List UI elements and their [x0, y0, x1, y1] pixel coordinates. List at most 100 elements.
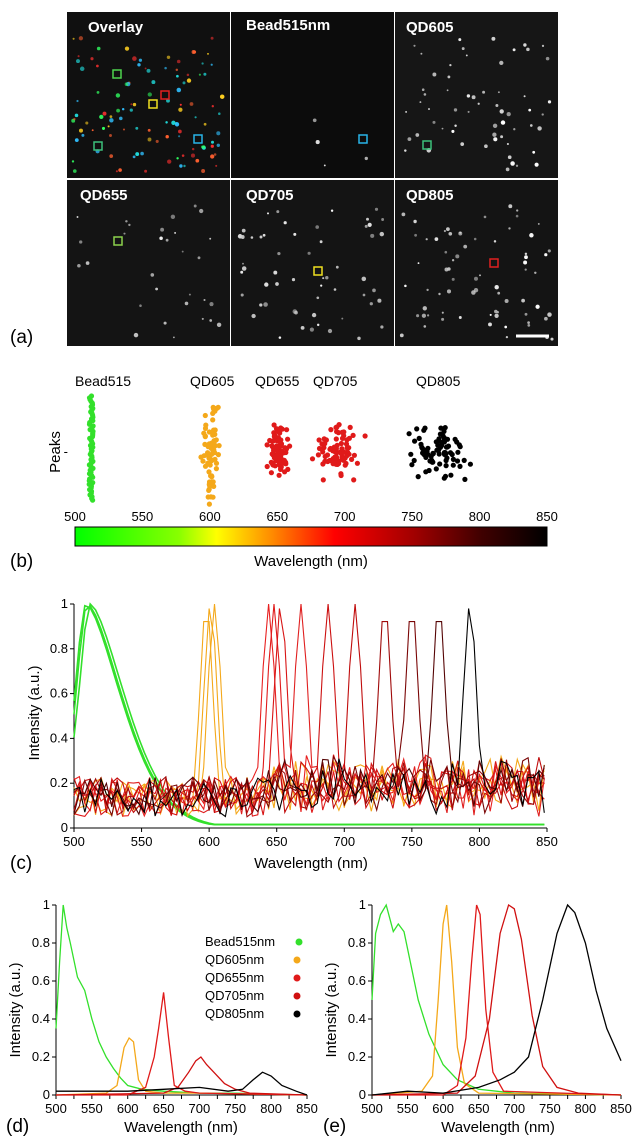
fluorescent-spot: [380, 325, 384, 329]
fluorescent-spot: [474, 276, 478, 281]
fluorescent-spot: [432, 72, 437, 77]
x-tick-label: 850: [610, 1101, 632, 1116]
peak-dot: [202, 412, 208, 419]
fluorescent-spot: [496, 310, 500, 314]
fluorescent-spot: [527, 324, 531, 327]
y-axis-title-d: Intensity (a.u.): [7, 962, 24, 1057]
x-tick-label: 700: [503, 1101, 525, 1116]
group-label-qd605: QD605: [190, 373, 235, 389]
fluorescent-spot: [453, 108, 458, 112]
fluorescent-spot: [357, 336, 361, 341]
y-tick-label: 0.4: [50, 730, 68, 745]
fluorescent-spot: [307, 251, 311, 255]
fluorescent-spot: [189, 102, 194, 106]
fluorescent-spot: [545, 56, 550, 61]
fluorescent-spot: [428, 108, 430, 110]
legend-label-qd605: QD605nm: [205, 952, 264, 967]
roi-box-overlay-red: [160, 90, 170, 100]
fluorescent-spot: [441, 127, 444, 130]
fluorescent-spot: [316, 296, 320, 300]
fluorescent-spot: [541, 113, 544, 116]
peak-dot: [213, 466, 219, 472]
fluorescent-spot: [259, 235, 263, 239]
fluorescent-spot: [505, 335, 509, 339]
peak-dot: [198, 454, 204, 460]
fluorescent-spot: [524, 312, 528, 316]
x-tick-label: 850: [536, 509, 558, 524]
peak-dot: [321, 445, 327, 451]
fluorescent-spot: [240, 235, 245, 239]
peak-dot: [268, 470, 274, 476]
fluorescent-spot: [210, 63, 213, 66]
peak-dot: [210, 410, 216, 416]
fluorescent-spot: [184, 301, 189, 306]
fluorescent-spot: [240, 270, 244, 274]
x-axis-title-e: Wavelength (nm): [441, 1119, 555, 1136]
fluorescent-spot: [366, 217, 369, 221]
peak-dot: [309, 456, 316, 462]
fluorescent-spot: [174, 122, 180, 127]
fluorescent-spot: [369, 302, 373, 306]
series-line-qd605nm: [55, 1036, 308, 1096]
y-tick-label: 0.8: [50, 641, 68, 656]
fluorescent-spot: [550, 337, 554, 341]
fluorescent-spot: [207, 53, 209, 55]
fluorescent-spot: [218, 112, 221, 115]
colorbar: [74, 526, 548, 547]
peak-dot: [441, 435, 447, 441]
fluorescent-spot: [78, 128, 84, 133]
chart-c-axes: 500 550 600 650 700 750 800 850 0 0.2 0.4 0.6 0.8 1: [50, 596, 558, 849]
y-axis-title-b: Peaks: [47, 431, 64, 473]
fluorescent-spot: [422, 306, 427, 311]
x-tick-label: 800: [575, 1101, 597, 1116]
fluorescent-spot: [300, 325, 305, 330]
peak-dot: [441, 439, 447, 445]
y-axis-title-e: Intensity (a.u.): [323, 962, 340, 1057]
peak-dot: [339, 456, 345, 462]
legend-label-qd705: QD705nm: [205, 988, 264, 1003]
fluorescent-spot: [537, 222, 540, 225]
peak-dot: [274, 445, 280, 451]
spectrum-line-15: [73, 608, 545, 818]
legend-marker-qd705: [293, 992, 301, 1000]
peak-dot: [341, 433, 347, 439]
fluorescent-spot: [441, 317, 445, 321]
fluorescent-spot: [79, 66, 85, 72]
series-line-qd805: [371, 903, 622, 1096]
fluorescent-spot: [541, 44, 545, 48]
fluorescent-spot: [443, 229, 446, 233]
fluorescent-spot: [330, 209, 334, 212]
y-tick-label: 0: [359, 1087, 366, 1102]
peak-dot: [416, 435, 422, 441]
peak-dot: [270, 438, 276, 444]
fluorescent-spot: [494, 313, 499, 318]
fluorescent-spot: [444, 250, 448, 254]
spectrum-line-2: [73, 604, 545, 826]
peak-dot: [411, 457, 417, 464]
fluorescent-spot: [216, 131, 221, 136]
fluorescent-spot: [210, 140, 215, 144]
fluorescent-spot: [219, 94, 225, 99]
fluorescent-spot: [273, 270, 278, 275]
fluorescent-spot: [109, 118, 114, 123]
peak-dot: [331, 444, 337, 450]
peak-dot: [354, 460, 360, 466]
peak-dot: [320, 477, 326, 483]
peak-dot: [210, 417, 216, 423]
fluorescent-spot: [109, 134, 112, 137]
fluorescent-spot: [434, 237, 439, 241]
fluorescent-spot: [276, 210, 280, 214]
y-tick-label: 1: [359, 897, 366, 912]
tile-label-qd605: QD605: [406, 19, 454, 36]
legend-item-qd655: QD655nm: [205, 970, 301, 985]
peak-dot: [207, 462, 213, 468]
peak-dot: [462, 476, 468, 482]
fluorescent-spot: [500, 120, 506, 125]
panel-label-d: (d): [6, 1116, 29, 1137]
fluorescent-spot: [438, 292, 441, 296]
fluorescent-spot: [458, 38, 462, 42]
x-tick-label: 600: [198, 834, 220, 849]
fluorescent-spot: [460, 142, 465, 146]
fluorescent-spot: [122, 128, 126, 131]
chart-d-axes: 500 550 600 650 700 750 800 850 0 0.2 0.4 0.6 0.8 1: [32, 897, 318, 1116]
